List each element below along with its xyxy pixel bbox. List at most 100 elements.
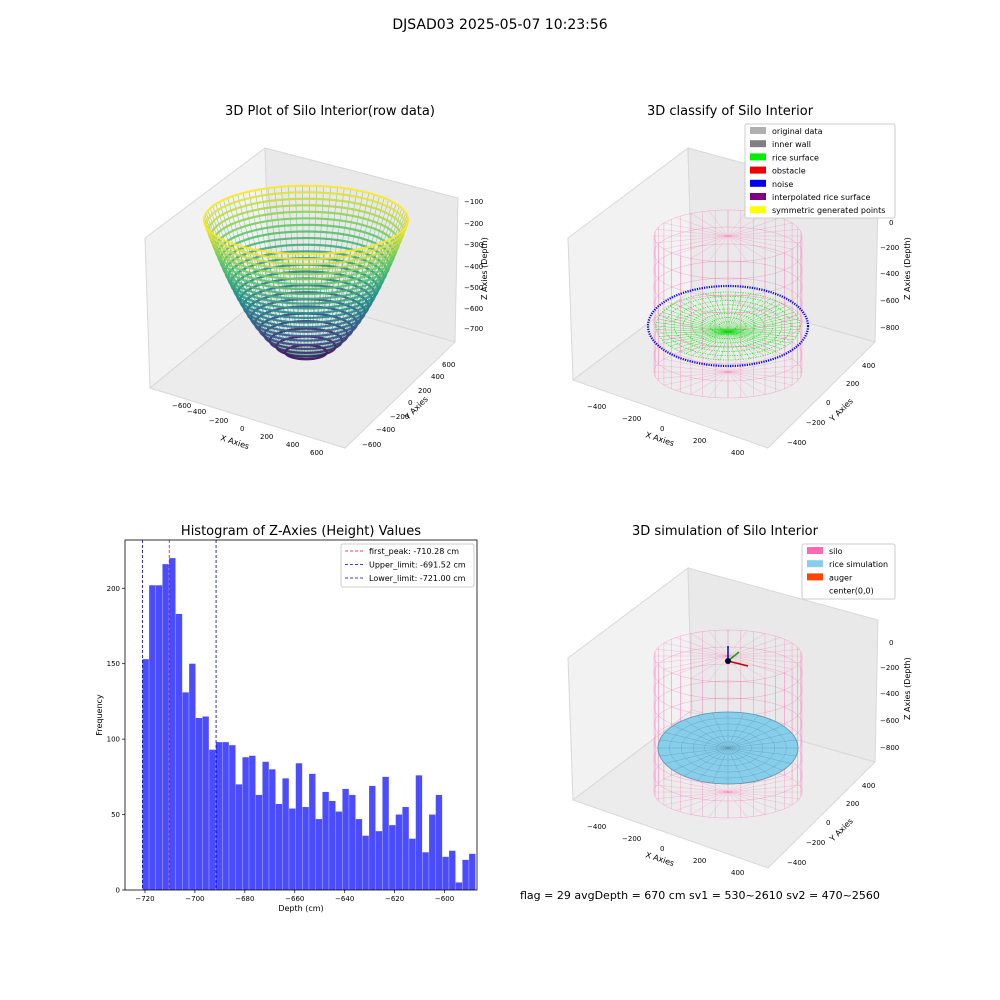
silo-roof-line [727, 630, 748, 657]
rice-surface-ray [665, 331, 729, 344]
bowl-contour [226, 250, 386, 305]
rice-mesh-ring [716, 741, 740, 755]
histogram-bar [169, 558, 176, 890]
p2-ytick: 400 [862, 362, 875, 370]
bowl-meridian [305, 253, 324, 360]
bowl-meridian [267, 251, 307, 360]
rice-surface-ring [691, 308, 765, 344]
histogram-bar [409, 838, 416, 890]
bowl-meridian [203, 217, 307, 359]
silo-roof-line [663, 655, 729, 670]
silo-roof-line [708, 210, 729, 237]
rice-surface-ray [727, 331, 771, 354]
bowl-meridian [305, 222, 409, 359]
center-point [725, 658, 731, 664]
silo-floor-line [727, 371, 781, 391]
histogram-bar [362, 835, 369, 890]
histogram-frame [124, 539, 478, 891]
silo-ring [653, 663, 803, 717]
silo-floor-line [663, 778, 729, 793]
bowl-meridian [305, 245, 375, 359]
rice-mesh-ring [681, 723, 775, 773]
rice-surface-ray [674, 331, 729, 349]
bowl-meridian [215, 203, 307, 359]
bowl-meridian [305, 226, 407, 359]
silo-floor-line [727, 791, 800, 799]
silo-roof-line [727, 235, 793, 250]
histogram-vlines [142, 540, 217, 890]
xtick-label: −660 [285, 895, 304, 903]
rice-surface-ray [712, 331, 729, 360]
panel2-yticks: 400 200 0 −200 −400 [787, 362, 875, 447]
legend-swatch [750, 140, 766, 148]
legend-label: original data [772, 127, 823, 136]
rice-mesh-ray [712, 747, 729, 784]
panel2-title: 3D classify of Silo Interior [646, 104, 814, 119]
bowl-meridian [267, 188, 307, 359]
rice-surface-ray [727, 298, 771, 333]
bowl-meridian [227, 197, 307, 359]
rice-surface-ring [655, 291, 801, 361]
bowl-meridian [207, 210, 307, 359]
bowl-meridian [302, 254, 307, 361]
silo-ring [653, 731, 803, 785]
panel2-legend: original data inner wall rice surface obsta… [744, 123, 896, 219]
bowl-meridian [305, 203, 397, 359]
bowl-contour [258, 312, 354, 346]
legend-label: interpolated rice surface [772, 193, 870, 202]
silo-roof-line [656, 649, 729, 657]
histogram-bar [342, 788, 349, 890]
panel4-title: 3D simulation of Silo Interior [632, 524, 818, 539]
histogram-bar [375, 831, 383, 890]
bowl-meridian [204, 224, 307, 359]
bowl-meridian [305, 238, 393, 359]
panel4-yticks: 400 200 0 −200 −400 [787, 782, 875, 867]
p1-ytick: 0 [408, 399, 412, 407]
rice-mesh-ray [727, 719, 772, 749]
rice-surface-ray [662, 331, 729, 341]
p2-xtick: 400 [731, 449, 744, 457]
legend-swatch [807, 560, 823, 568]
ytick-label: 100 [107, 736, 120, 744]
ytick-label: 150 [107, 660, 120, 668]
bowl-contour [249, 298, 363, 338]
histogram-bar [215, 742, 223, 890]
histogram-bar [469, 853, 476, 890]
bowl-meridian [305, 210, 405, 359]
p1-ztick: −500 [464, 284, 483, 292]
silo-floor-line [727, 766, 748, 793]
bowl-meridian [205, 226, 307, 359]
rice-surface-ray [656, 322, 729, 333]
silo-roof-line [708, 655, 729, 682]
silo-roof-line [727, 637, 781, 657]
bowl-contour [235, 270, 377, 320]
silo-ring [653, 277, 803, 331]
histogram-bar [249, 755, 256, 890]
silo-ring [653, 311, 803, 365]
bowl-contour [202, 184, 410, 256]
p1-xlabel: X Axies [219, 433, 250, 451]
silo-roof-line [727, 655, 766, 679]
rice-surface-ray [727, 305, 787, 333]
bowl-meridian [305, 188, 345, 359]
bowl-meridian [237, 194, 307, 359]
silo-floor-line [727, 778, 793, 793]
auger-axis-y [727, 651, 740, 662]
bowl-meridian [305, 236, 397, 359]
bowl-contour [263, 319, 349, 351]
silo-roof-line [663, 222, 729, 237]
rice-surface-ray [727, 331, 791, 344]
p4-ztick: −200 [880, 664, 899, 672]
bowl-contour [221, 236, 391, 296]
p1-ylabel: Y Axies [402, 395, 430, 423]
silo-roof-line [727, 655, 748, 682]
bowl-meridian [205, 212, 307, 359]
panel1-yticks: 600 400 200 0 −200 −400 −600 [362, 361, 455, 449]
bowl-meridian [305, 186, 331, 359]
silo-roof-line [690, 633, 729, 657]
silo-floor-line [663, 791, 729, 806]
p1-ztick: −200 [464, 220, 483, 228]
histogram-bar [235, 784, 243, 890]
p2-ytick: 0 [826, 399, 830, 407]
histogram-bar [149, 585, 156, 890]
